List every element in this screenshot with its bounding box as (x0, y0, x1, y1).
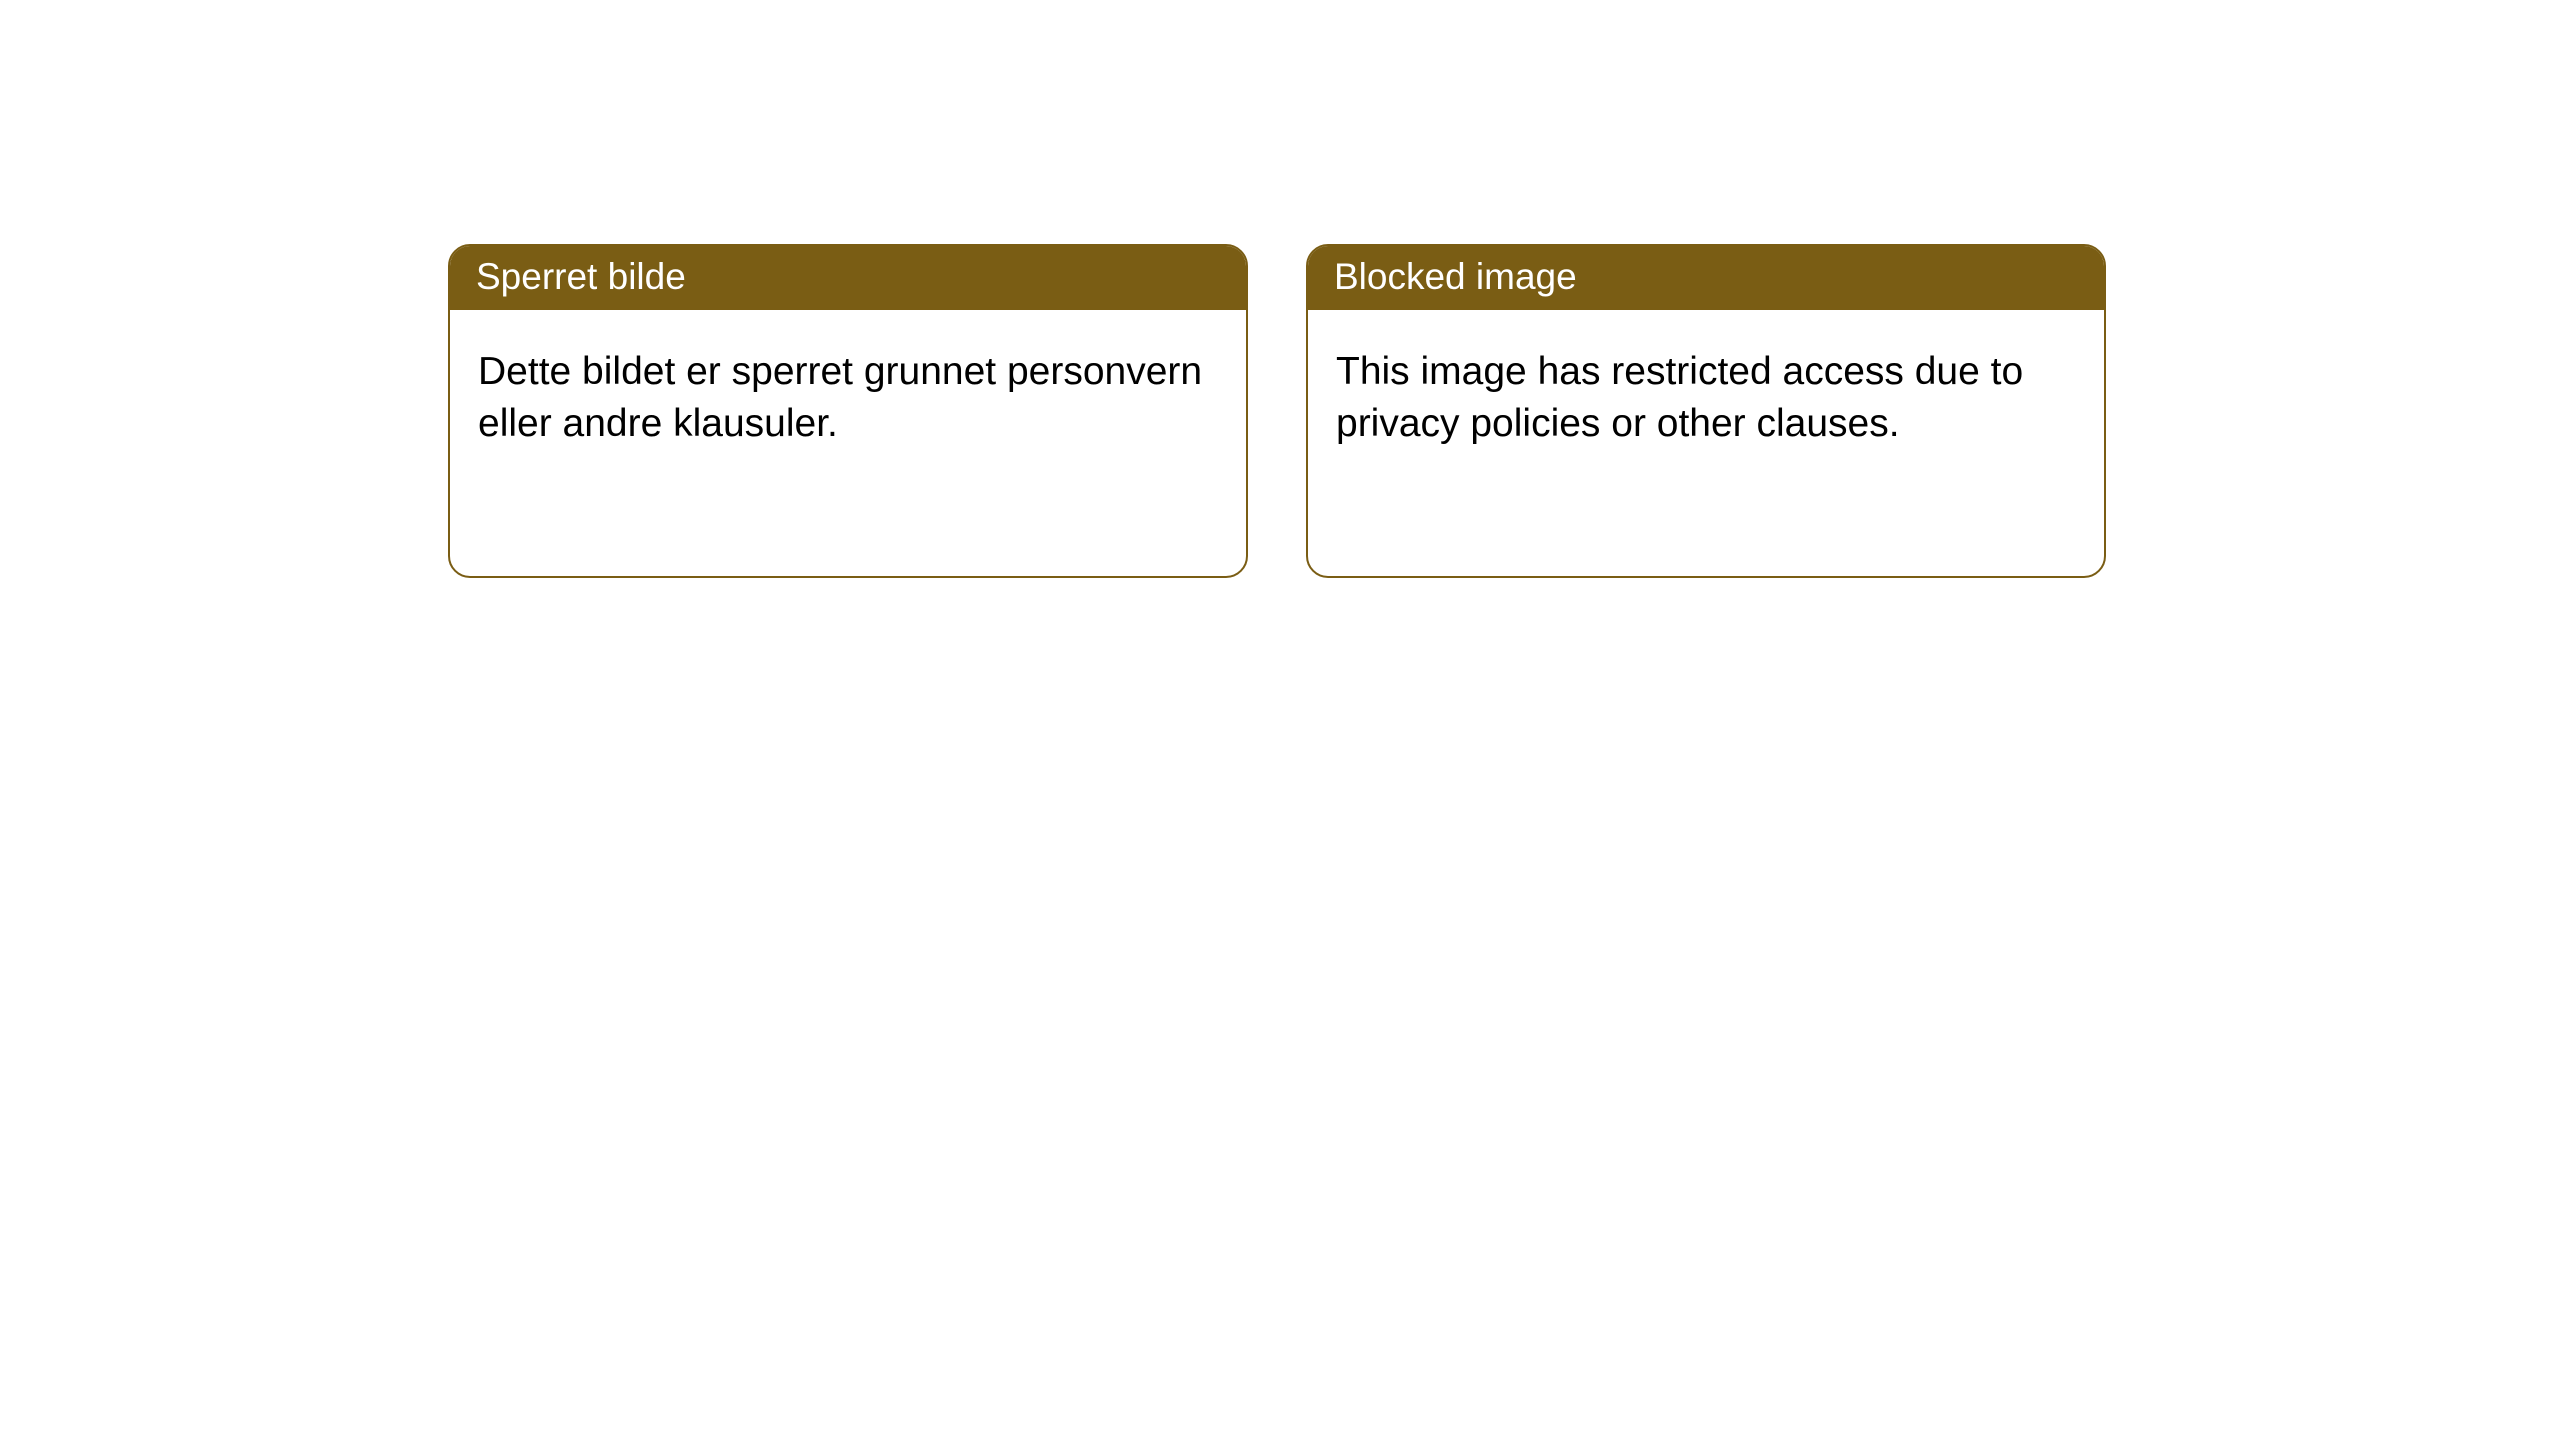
notice-card-title: Blocked image (1308, 246, 2104, 310)
notice-card-title: Sperret bilde (450, 246, 1246, 310)
notice-card-norwegian: Sperret bilde Dette bildet er sperret gr… (448, 244, 1248, 578)
notice-card-body: This image has restricted access due to … (1308, 310, 2104, 476)
notice-card-english: Blocked image This image has restricted … (1306, 244, 2106, 578)
notice-container: Sperret bilde Dette bildet er sperret gr… (0, 0, 2560, 578)
notice-card-body: Dette bildet er sperret grunnet personve… (450, 310, 1246, 476)
